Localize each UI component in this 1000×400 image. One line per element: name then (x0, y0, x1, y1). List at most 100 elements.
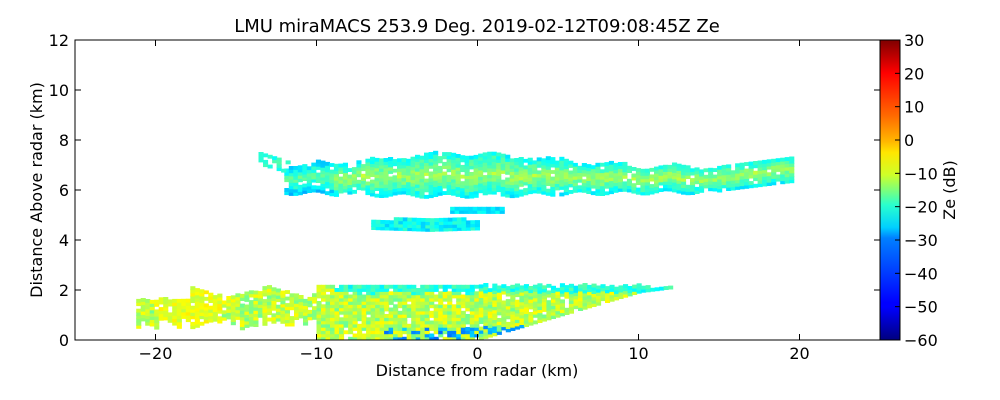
echo-cell (554, 186, 560, 191)
echo-cell (374, 177, 380, 182)
echo-cell (483, 296, 489, 300)
echo-cell (410, 182, 416, 187)
echo-cell (361, 307, 367, 312)
echo-cell (388, 170, 394, 174)
echo-cell (708, 167, 714, 172)
echo-cell (474, 291, 480, 296)
echo-cell (474, 314, 480, 318)
echo-cell (428, 155, 434, 159)
echo-cell (284, 296, 290, 301)
echo-cell (447, 320, 453, 325)
echo-cell (320, 170, 326, 175)
echo-cell (649, 190, 655, 195)
echo-cell (541, 174, 547, 179)
echo-cell (681, 190, 687, 195)
echo-cell (433, 297, 439, 302)
echo-cell (487, 304, 493, 309)
echo-cell (321, 304, 327, 309)
echo-cell (411, 317, 417, 322)
echo-cell (470, 226, 476, 231)
echo-cell (523, 323, 529, 327)
echo-cell (744, 178, 750, 183)
echo-cell (536, 189, 542, 194)
echo-cell (302, 190, 308, 194)
echo-cell (339, 327, 345, 331)
echo-cell (491, 187, 497, 192)
echo-cell (454, 210, 460, 214)
echo-cell (203, 316, 209, 321)
echo-cell (478, 297, 484, 302)
echo-cell (442, 297, 448, 302)
echo-cell (483, 328, 489, 333)
echo-cell (483, 302, 489, 307)
echo-cell (658, 178, 664, 183)
echo-cell (550, 179, 556, 184)
echo-cell (375, 223, 381, 227)
echo-cell (622, 184, 628, 189)
echo-cell (176, 298, 182, 303)
echo-cell (351, 167, 357, 171)
echo-cell (595, 182, 601, 187)
echo-cell (271, 316, 277, 321)
echo-cell (464, 168, 470, 173)
echo-cell (360, 167, 366, 172)
echo-cell (474, 294, 480, 299)
echo-cell (455, 157, 461, 162)
echo-cell (176, 321, 182, 326)
echo-cell (348, 314, 354, 318)
echo-cell (437, 188, 443, 193)
echo-cell (563, 162, 569, 166)
echo-cell (581, 166, 587, 171)
echo-cell (433, 154, 439, 158)
echo-cell (780, 160, 786, 165)
echo-cell (411, 314, 417, 318)
echo-cell (587, 301, 593, 306)
echo-cell (726, 183, 732, 188)
echo-cell (365, 165, 371, 170)
echo-cell (450, 210, 456, 214)
echo-cell (433, 336, 439, 340)
echo-cell (406, 327, 412, 331)
echo-cell (599, 162, 605, 167)
echo-cell (438, 327, 444, 331)
echo-cell (370, 317, 376, 322)
echo-cell (478, 303, 484, 308)
echo-cell (253, 303, 259, 308)
echo-cell (586, 183, 592, 188)
echo-cell (491, 181, 497, 185)
echo-cell (321, 297, 327, 302)
echo-cell (398, 217, 404, 222)
echo-cell (667, 171, 673, 176)
echo-cell (470, 220, 476, 225)
echo-cell (420, 304, 426, 309)
echo-cell (640, 168, 646, 173)
echo-cell (375, 320, 381, 325)
echo-cell (537, 306, 543, 310)
echo-cell (342, 169, 348, 174)
echo-cell (415, 301, 421, 305)
echo-cell (334, 330, 340, 335)
echo-cell (514, 193, 520, 198)
echo-cell (420, 327, 426, 331)
echo-cell (402, 320, 408, 325)
echo-cell (388, 157, 394, 161)
echo-cell (690, 184, 696, 189)
echo-cell (510, 327, 516, 331)
echo-cell (523, 306, 529, 311)
echo-cell (442, 320, 448, 325)
echo-cell (383, 171, 389, 175)
echo-cell (419, 184, 425, 189)
echo-cell (433, 330, 439, 335)
echo-cell (581, 169, 587, 174)
echo-cell (447, 330, 453, 335)
echo-cell (325, 288, 331, 292)
echo-cell (609, 294, 615, 299)
echo-cell (487, 291, 493, 296)
echo-cell (483, 299, 489, 304)
echo-cell (420, 333, 426, 338)
echo-cell (481, 210, 487, 214)
echo-cell (379, 164, 385, 169)
echo-cell (532, 189, 538, 194)
echo-cell (356, 186, 362, 191)
echo-cell (298, 295, 304, 299)
